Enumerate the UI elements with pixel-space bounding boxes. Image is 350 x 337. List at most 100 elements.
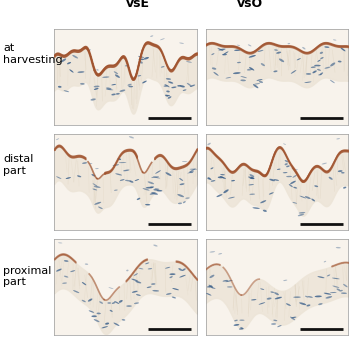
Ellipse shape [324, 261, 326, 263]
Ellipse shape [293, 297, 301, 298]
Ellipse shape [94, 186, 100, 188]
Ellipse shape [119, 162, 126, 163]
Ellipse shape [210, 167, 214, 169]
Ellipse shape [138, 268, 143, 269]
Ellipse shape [220, 174, 225, 175]
Ellipse shape [82, 300, 86, 302]
Ellipse shape [251, 177, 254, 179]
Ellipse shape [260, 200, 266, 203]
Ellipse shape [260, 288, 264, 290]
Ellipse shape [91, 315, 97, 317]
Ellipse shape [298, 214, 304, 216]
Ellipse shape [343, 187, 346, 189]
Ellipse shape [62, 282, 67, 284]
Ellipse shape [320, 72, 323, 75]
Ellipse shape [211, 287, 216, 289]
Ellipse shape [132, 291, 138, 293]
Ellipse shape [190, 168, 196, 172]
Ellipse shape [250, 194, 255, 195]
Ellipse shape [253, 84, 258, 88]
Ellipse shape [134, 273, 138, 276]
Ellipse shape [222, 177, 226, 179]
Ellipse shape [317, 276, 324, 278]
Ellipse shape [151, 192, 158, 195]
Ellipse shape [187, 171, 194, 174]
Ellipse shape [341, 172, 345, 174]
Ellipse shape [279, 59, 284, 62]
Ellipse shape [166, 91, 170, 92]
Ellipse shape [151, 283, 155, 285]
Ellipse shape [286, 303, 291, 306]
Ellipse shape [185, 197, 190, 198]
Ellipse shape [127, 84, 132, 86]
Ellipse shape [129, 136, 134, 139]
Ellipse shape [317, 60, 321, 62]
Ellipse shape [56, 138, 59, 140]
Ellipse shape [285, 163, 288, 165]
Ellipse shape [145, 204, 150, 206]
Ellipse shape [210, 251, 215, 252]
Ellipse shape [73, 290, 79, 293]
Ellipse shape [190, 85, 195, 87]
Text: at
harvesting: at harvesting [4, 43, 63, 65]
Ellipse shape [126, 270, 128, 271]
Ellipse shape [330, 80, 335, 83]
Ellipse shape [271, 324, 276, 325]
Ellipse shape [208, 178, 212, 180]
Ellipse shape [136, 294, 141, 296]
Ellipse shape [311, 198, 315, 202]
Ellipse shape [128, 86, 133, 87]
Ellipse shape [258, 50, 264, 52]
Ellipse shape [148, 181, 154, 184]
Ellipse shape [113, 164, 119, 166]
Ellipse shape [116, 173, 122, 176]
Ellipse shape [318, 74, 322, 75]
Ellipse shape [186, 61, 192, 63]
Ellipse shape [313, 70, 317, 73]
Ellipse shape [223, 189, 229, 193]
Ellipse shape [293, 187, 297, 189]
Ellipse shape [302, 47, 306, 50]
Ellipse shape [250, 174, 254, 177]
Ellipse shape [226, 77, 231, 79]
Ellipse shape [169, 273, 176, 275]
Ellipse shape [171, 87, 176, 88]
Ellipse shape [180, 85, 185, 88]
Ellipse shape [172, 297, 176, 299]
Ellipse shape [339, 290, 343, 292]
Ellipse shape [99, 301, 103, 304]
Ellipse shape [206, 293, 211, 296]
Ellipse shape [77, 175, 81, 177]
Ellipse shape [180, 183, 184, 185]
Ellipse shape [239, 319, 245, 321]
Ellipse shape [231, 180, 235, 181]
Ellipse shape [118, 158, 121, 160]
Ellipse shape [338, 170, 343, 172]
Ellipse shape [285, 160, 288, 162]
Ellipse shape [150, 186, 154, 188]
Ellipse shape [77, 71, 84, 73]
Ellipse shape [111, 84, 116, 85]
Ellipse shape [288, 43, 290, 44]
Ellipse shape [134, 302, 139, 304]
Ellipse shape [276, 52, 281, 54]
Ellipse shape [304, 82, 312, 83]
Ellipse shape [183, 201, 186, 203]
Ellipse shape [337, 288, 340, 291]
Ellipse shape [182, 161, 187, 162]
Ellipse shape [161, 66, 164, 68]
Ellipse shape [61, 58, 66, 62]
Ellipse shape [110, 310, 113, 312]
Ellipse shape [315, 296, 322, 297]
Ellipse shape [233, 72, 240, 74]
Ellipse shape [96, 69, 99, 71]
Ellipse shape [207, 177, 211, 180]
Ellipse shape [318, 303, 323, 305]
Ellipse shape [85, 264, 88, 265]
Ellipse shape [147, 286, 152, 288]
Ellipse shape [211, 180, 215, 182]
Ellipse shape [228, 197, 235, 198]
Ellipse shape [137, 198, 140, 200]
Ellipse shape [166, 78, 171, 80]
Ellipse shape [165, 267, 170, 269]
